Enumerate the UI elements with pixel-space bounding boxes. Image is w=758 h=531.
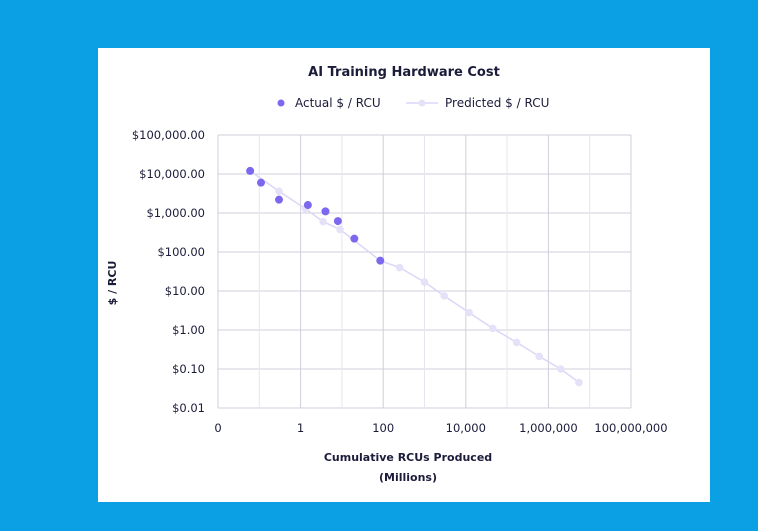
y-tick-label: $100,000.00 [132, 128, 205, 142]
x-tick-labels: 0 1 100 10,000 1,000,000 100,000,000 [214, 421, 667, 435]
legend: Actual $ / RCU Predicted $ / RCU [277, 96, 549, 110]
x-axis-title: Cumulative RCUs Produced [324, 451, 492, 464]
legend-predicted-label: Predicted $ / RCU [445, 96, 549, 110]
x-tick-label: 1 [297, 421, 304, 435]
y-tick-label: $10.00 [165, 284, 205, 298]
y-axis-title: $ / RCU [106, 261, 119, 306]
predicted-point [535, 352, 544, 361]
actual-point [303, 201, 312, 210]
predicted-point [488, 324, 497, 333]
x-tick-label: 100 [372, 421, 394, 435]
y-tick-label: $0.10 [172, 362, 205, 376]
predicted-point [336, 225, 344, 234]
actual-point [333, 217, 342, 226]
y-tick-label: $0.01 [172, 401, 205, 415]
chart-card: AI Training Hardware Cost Actual $ / RCU… [98, 48, 710, 502]
actual-point [246, 166, 255, 175]
predicted-point [420, 278, 429, 286]
y-tick-label: $100.00 [157, 245, 205, 259]
x-tick-label: 1,000,000 [519, 421, 578, 435]
predicted-point [575, 378, 583, 387]
x-tick-label: 100,000,000 [594, 421, 667, 435]
actual-point [350, 234, 359, 243]
predicted-point [465, 308, 473, 317]
actual-point [275, 195, 284, 204]
actual-series [246, 166, 385, 265]
grid [217, 134, 632, 409]
chart-title: AI Training Hardware Cost [308, 65, 500, 80]
y-tick-labels: $100,000.00 $10,000.00 $1,000.00 $100.00 $10… [132, 128, 205, 415]
hardware-cost-chart: AI Training Hardware Cost Actual $ / RCU… [106, 65, 668, 484]
predicted-line [249, 170, 580, 384]
legend-actual-label: Actual $ / RCU [295, 96, 381, 110]
y-tick-label: $1,000.00 [146, 206, 205, 220]
x-axis-subtitle: (Millions) [379, 471, 437, 484]
legend-predicted-marker [418, 99, 426, 107]
x-tick-label: 10,000 [446, 421, 486, 435]
predicted-point [275, 187, 283, 196]
y-tick-label: $1.00 [172, 323, 205, 337]
predicted-point [395, 263, 404, 272]
predicted-series [246, 167, 583, 387]
legend-actual-marker [277, 99, 285, 107]
predicted-point [440, 292, 449, 300]
predicted-point [557, 365, 565, 373]
actual-point [321, 207, 330, 216]
actual-point [257, 178, 266, 187]
predicted-point [319, 217, 327, 226]
actual-point [376, 256, 385, 265]
y-tick-label: $10,000.00 [139, 167, 205, 181]
x-tick-label: 0 [214, 421, 221, 435]
predicted-point [512, 338, 521, 347]
